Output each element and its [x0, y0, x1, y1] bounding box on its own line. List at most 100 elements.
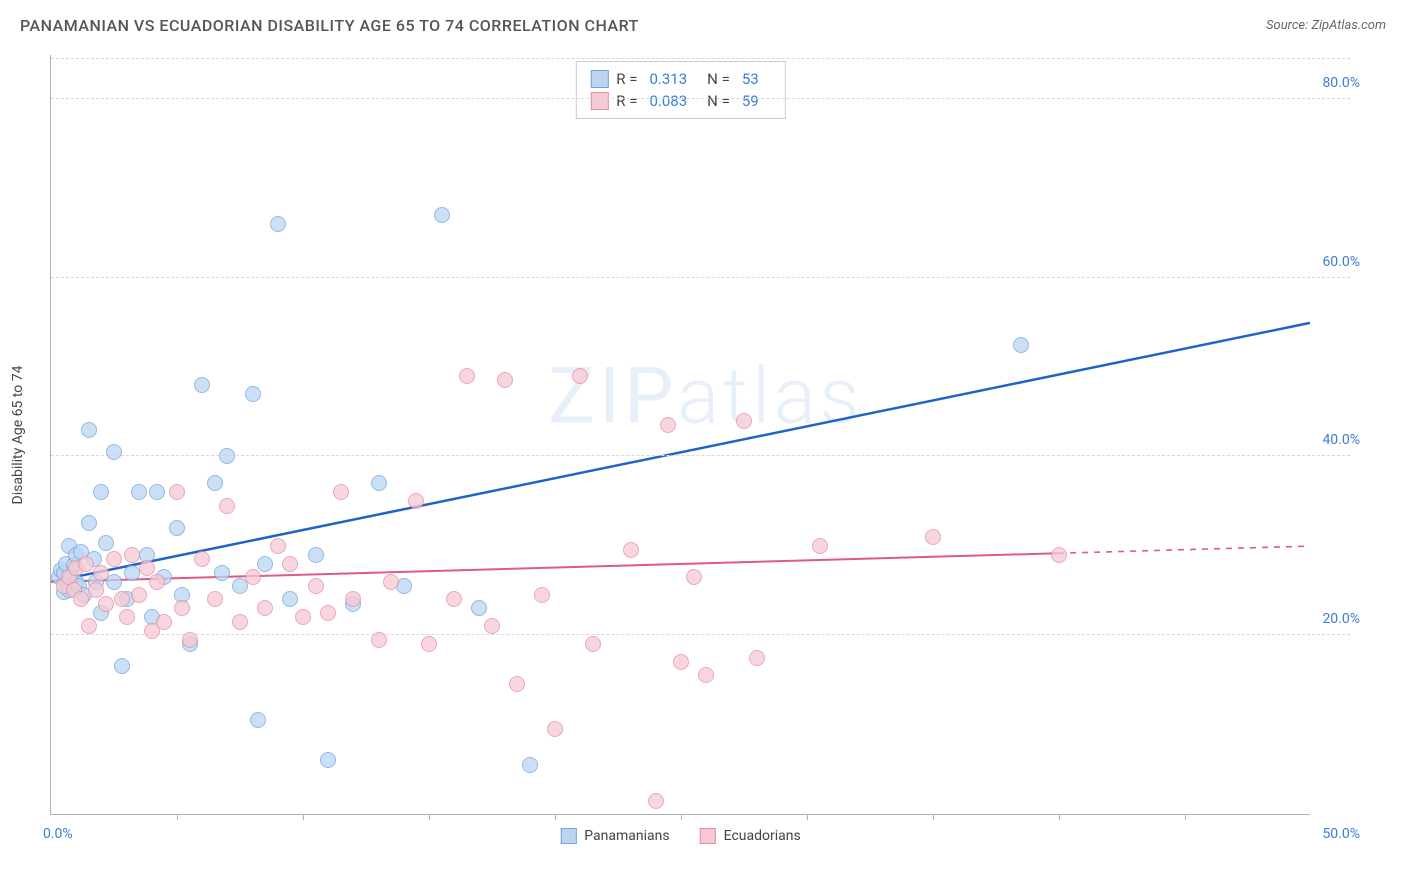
x-tick [807, 814, 808, 820]
grid-line [51, 277, 1350, 278]
x-axis-min-label: 0.0% [43, 826, 73, 842]
x-tick [1059, 814, 1060, 820]
point-panamanian [124, 565, 140, 581]
legend-r-value: 0.313 [649, 70, 687, 88]
point-ecuadorian [81, 618, 97, 634]
plot-area: ZIPatlas R =0.313N =53R =0.083N =59 0.0%… [50, 55, 1310, 815]
source-name: ZipAtlas.com [1311, 18, 1386, 33]
point-ecuadorian [73, 591, 89, 607]
point-panamanian [257, 556, 273, 572]
x-tick [429, 814, 430, 820]
point-ecuadorian [98, 596, 114, 612]
point-ecuadorian [383, 574, 399, 590]
point-ecuadorian [749, 650, 765, 666]
point-ecuadorian [295, 609, 311, 625]
point-ecuadorian [345, 591, 361, 607]
legend-series-item: Ecuadorians [700, 828, 801, 844]
point-panamanian [207, 475, 223, 491]
point-ecuadorian [459, 368, 475, 384]
point-ecuadorian [572, 368, 588, 384]
point-ecuadorian [320, 605, 336, 621]
point-ecuadorian [648, 793, 664, 809]
y-axis-title: Disability Age 65 to 74 [10, 366, 26, 505]
chart-container: PANAMANIAN VS ECUADORIAN DISABILITY AGE … [0, 0, 1406, 892]
trend-lines [51, 55, 1310, 814]
point-ecuadorian [106, 551, 122, 567]
grid-line [51, 455, 1350, 456]
x-axis-max-label: 50.0% [1322, 826, 1360, 842]
point-ecuadorian [547, 721, 563, 737]
point-ecuadorian [174, 600, 190, 616]
point-panamanian [98, 535, 114, 551]
trend-line-extrapolated [1058, 546, 1310, 553]
point-ecuadorian [308, 578, 324, 594]
point-ecuadorian [673, 654, 689, 670]
point-panamanian [81, 515, 97, 531]
point-panamanian [81, 422, 97, 438]
point-ecuadorian [119, 609, 135, 625]
point-ecuadorian [925, 529, 941, 545]
point-ecuadorian [124, 547, 140, 563]
x-tick [303, 814, 304, 820]
point-panamanian [308, 547, 324, 563]
legend-swatch [700, 828, 716, 844]
point-ecuadorian [812, 538, 828, 554]
point-panamanian [114, 658, 130, 674]
point-ecuadorian [257, 600, 273, 616]
y-tick-label: 20.0% [1322, 611, 1360, 627]
x-tick [177, 814, 178, 820]
point-ecuadorian [446, 591, 462, 607]
point-panamanian [194, 377, 210, 393]
point-ecuadorian [114, 591, 130, 607]
legend-correlation: R =0.313N =53R =0.083N =59 [575, 61, 785, 119]
point-ecuadorian [219, 498, 235, 514]
legend-r-value: 0.083 [649, 92, 687, 110]
x-tick [1185, 814, 1186, 820]
point-ecuadorian [509, 676, 525, 692]
legend-series-item: Panamanians [560, 828, 669, 844]
grid-line [51, 634, 1350, 635]
point-ecuadorian [78, 556, 94, 572]
point-panamanian [282, 591, 298, 607]
point-panamanian [93, 484, 109, 500]
chart-area: Disability Age 65 to 74 ZIPatlas R =0.31… [50, 55, 1350, 815]
point-ecuadorian [1051, 547, 1067, 563]
x-tick [681, 814, 682, 820]
point-ecuadorian [333, 484, 349, 500]
point-panamanian [131, 484, 147, 500]
trend-line [51, 323, 1310, 582]
point-ecuadorian [534, 587, 550, 603]
point-ecuadorian [421, 636, 437, 652]
point-panamanian [106, 444, 122, 460]
legend-r-label: R = [616, 70, 637, 88]
grid-line [51, 98, 1350, 99]
y-tick-label: 80.0% [1322, 75, 1360, 91]
chart-header: PANAMANIAN VS ECUADORIAN DISABILITY AGE … [20, 16, 1386, 35]
chart-source: Source: ZipAtlas.com [1266, 18, 1386, 33]
grid-line [51, 58, 1350, 59]
x-tick [555, 814, 556, 820]
legend-r-label: R = [616, 92, 637, 110]
legend-swatch [590, 70, 608, 88]
x-tick [933, 814, 934, 820]
chart-title: PANAMANIAN VS ECUADORIAN DISABILITY AGE … [20, 16, 639, 35]
point-ecuadorian [698, 667, 714, 683]
point-panamanian [250, 712, 266, 728]
point-ecuadorian [245, 569, 261, 585]
point-ecuadorian [408, 493, 424, 509]
point-panamanian [270, 216, 286, 232]
legend-n-label: N = [707, 70, 730, 88]
point-ecuadorian [169, 484, 185, 500]
legend-correlation-row: R =0.083N =59 [590, 90, 770, 112]
point-ecuadorian [270, 538, 286, 554]
point-panamanian [471, 600, 487, 616]
legend-n-value: 53 [742, 70, 759, 88]
point-panamanian [320, 752, 336, 768]
point-panamanian [169, 520, 185, 536]
point-ecuadorian [686, 569, 702, 585]
point-ecuadorian [585, 636, 601, 652]
point-ecuadorian [131, 587, 147, 603]
point-ecuadorian [660, 417, 676, 433]
point-ecuadorian [484, 618, 500, 634]
point-ecuadorian [623, 542, 639, 558]
